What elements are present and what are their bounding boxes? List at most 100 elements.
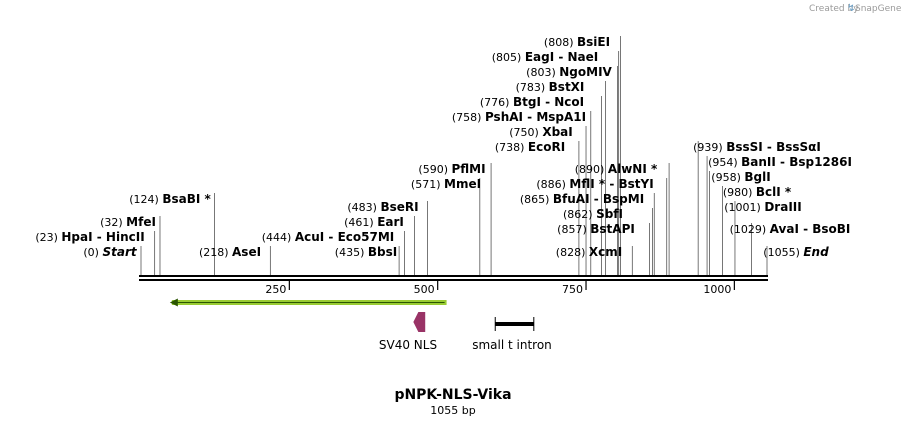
credit-brand: SnapGene (855, 4, 902, 14)
site-name: DraIII (764, 200, 801, 214)
restriction-site-label[interactable]: (571) MmeI (411, 177, 481, 191)
restriction-site-label[interactable]: (805) EagI - NaeI (492, 50, 599, 64)
site-name: EcoRI (528, 140, 565, 154)
credit-created-by: Created by (809, 4, 859, 14)
restriction-site-label[interactable]: (776) BtgI - NcoI (480, 95, 584, 109)
intron-bar (495, 322, 534, 326)
ruler-ticks: 250 500 750 1000 (265, 281, 735, 296)
restriction-site-label[interactable]: (980) BclI * (723, 185, 792, 199)
site-position: (776) (480, 96, 513, 109)
restriction-site-label[interactable]: (444) AcuI - Eco57MI (262, 230, 394, 244)
site-position: (890) (575, 163, 608, 176)
plasmid-name: pNPK-NLS-Vika (394, 387, 511, 403)
site-name: AseI (232, 245, 261, 259)
site-name: BtgI - NcoI (513, 95, 584, 109)
restriction-site-label[interactable]: (828) XcmI (556, 245, 622, 259)
site-position: (1029) (730, 223, 770, 236)
restriction-site-label[interactable]: (862) SbfI (563, 207, 623, 221)
restriction-site-label[interactable]: (32) MfeI (100, 215, 156, 229)
site-position: (954) (708, 156, 741, 169)
site-position: (0) (83, 246, 102, 259)
site-name: EarI (377, 215, 404, 229)
restriction-site-label[interactable]: (758) PshAI - MspA1I (452, 110, 586, 124)
restriction-site-label[interactable]: (865) BfuAI - BspMI (520, 192, 644, 206)
site-name: BsaBI * (162, 192, 211, 206)
sv40-nls-label: SV40 NLS (379, 338, 437, 352)
small-t-intron-feature[interactable] (494, 317, 535, 331)
plasmid-size: 1055 bp (430, 404, 475, 417)
restriction-site-label[interactable]: (783) BstXI (516, 80, 585, 94)
site-position: (124) (129, 193, 162, 206)
site-position: (958) (711, 171, 744, 184)
site-labels: (0) Start(23) HpaI - HincII(32) MfeI (124… (35, 35, 852, 259)
site-name: AvaI - BsoBI (770, 222, 851, 236)
backbone-line-bottom (139, 279, 768, 281)
restriction-site-label[interactable]: (939) BssSI - BssSαI (693, 140, 821, 154)
site-name: BseRI (380, 200, 418, 214)
restriction-site-label[interactable]: (738) EcoRI (495, 140, 565, 154)
sv40-nls-feature[interactable] (413, 312, 426, 332)
site-name: BstAPI (590, 222, 635, 236)
site-name: End (803, 245, 829, 259)
restriction-site-label[interactable]: (483) BseRI (347, 200, 418, 214)
snapgene-credit: Created by ↯ SnapGene (809, 3, 902, 14)
site-position: (483) (347, 201, 380, 214)
restriction-site-label[interactable]: (435) BbsI (335, 245, 397, 259)
site-position: (444) (262, 231, 295, 244)
cut-lines (140, 36, 768, 275)
small-t-intron-label: small t intron (472, 338, 552, 352)
restriction-site-label[interactable]: (1001) DraIII (724, 200, 801, 214)
restriction-site-label[interactable]: (958) BglI (711, 170, 770, 184)
site-name: MflI * - BstYI (569, 177, 653, 191)
site-position: (461) (344, 216, 377, 229)
site-position: (828) (556, 246, 589, 259)
site-name: AcuI - Eco57MI (295, 230, 394, 244)
restriction-site-label[interactable]: (954) BanII - Bsp1286I (708, 155, 852, 169)
site-name: PflMI (451, 162, 485, 176)
site-position: (783) (516, 81, 549, 94)
site-position: (865) (520, 193, 553, 206)
site-position: (939) (693, 141, 726, 154)
site-name: NgoMIV (559, 65, 612, 79)
site-position: (32) (100, 216, 126, 229)
site-position: (980) (723, 186, 756, 199)
site-name: BclI * (756, 185, 792, 199)
site-position: (857) (557, 223, 590, 236)
restriction-site-label[interactable]: (1029) AvaI - BsoBI (730, 222, 851, 236)
restriction-site-label[interactable]: (808) BsiEI (544, 35, 610, 49)
site-position: (571) (411, 178, 444, 191)
restriction-site-label[interactable]: (590) PflMI (418, 162, 485, 176)
site-position: (1001) (724, 201, 764, 214)
orf-arrowhead-icon (169, 298, 178, 307)
site-position: (435) (335, 246, 368, 259)
ruler-tick-label: 250 (265, 283, 286, 296)
site-position: (1055) (763, 246, 803, 259)
restriction-site-label[interactable]: (461) EarI (344, 215, 404, 229)
site-position: (738) (495, 141, 528, 154)
site-position: (808) (544, 36, 577, 49)
site-position: (758) (452, 111, 485, 124)
restriction-site-label[interactable]: (124) BsaBI * (129, 192, 211, 206)
restriction-site-label[interactable]: (886) MflI * - BstYI (536, 177, 653, 191)
restriction-site-label[interactable]: (803) NgoMIV (526, 65, 612, 79)
site-name: MmeI (444, 177, 481, 191)
site-position: (886) (536, 178, 569, 191)
site-position: (803) (526, 66, 559, 79)
orf-arrow (169, 298, 447, 307)
restriction-site-label[interactable]: (890) AlwNI * (575, 162, 658, 176)
restriction-site-label[interactable]: (857) BstAPI (557, 222, 635, 236)
restriction-site-label[interactable]: (23) HpaI - HincII (35, 230, 144, 244)
ruler-tick-label: 750 (562, 283, 583, 296)
restriction-site-label[interactable]: (0) Start (83, 245, 137, 259)
site-name: BfuAI - BspMI (553, 192, 644, 206)
site-name: PshAI - MspA1I (485, 110, 586, 124)
restriction-site-label[interactable]: (1055) End (763, 245, 829, 259)
site-name: MfeI (126, 215, 156, 229)
site-name: HpaI - HincII (61, 230, 144, 244)
restriction-site-label[interactable]: (218) AseI (199, 245, 261, 259)
site-position: (590) (418, 163, 451, 176)
restriction-site-label[interactable]: (750) XbaI (509, 125, 572, 139)
site-name: EagI - NaeI (525, 50, 598, 64)
snapgene-logo-icon: ↯ (847, 3, 855, 14)
